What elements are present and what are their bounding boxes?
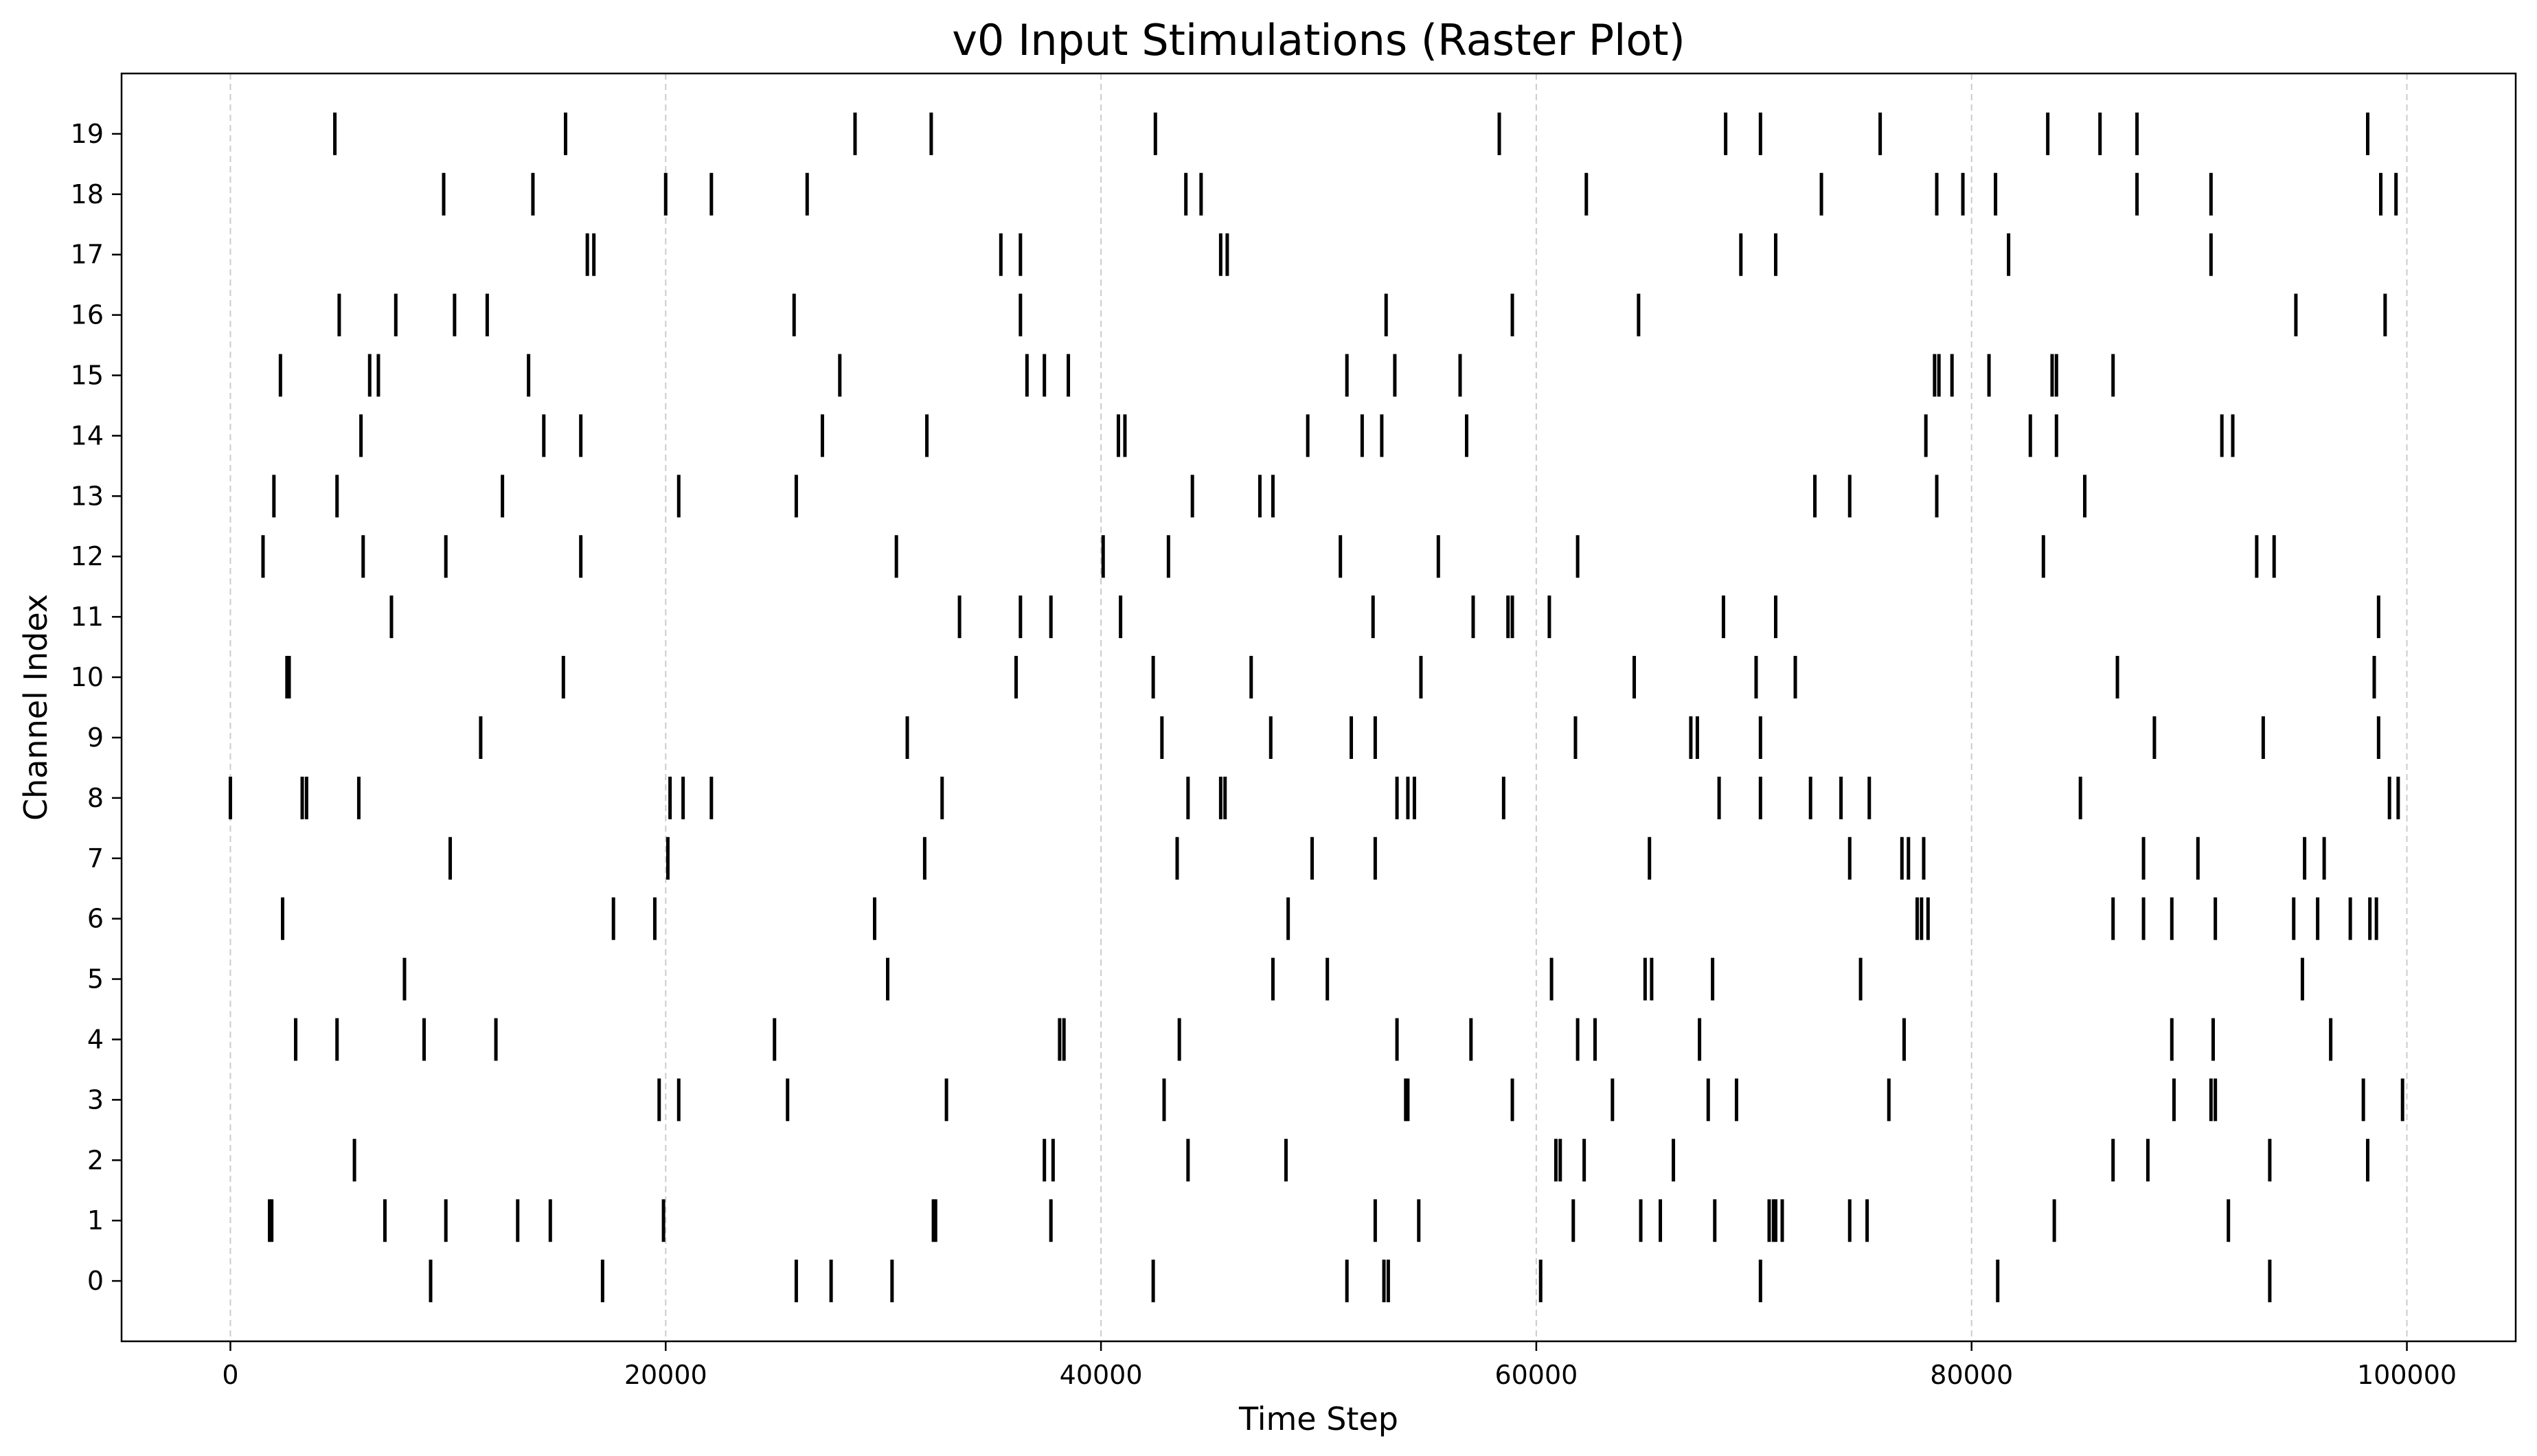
plot-area <box>122 73 2516 1341</box>
y-tick-label: 11 <box>71 602 104 632</box>
x-grid-lines <box>229 73 2408 1341</box>
plot-frame <box>120 72 2517 1343</box>
x-tick-label: 20000 <box>624 1360 707 1390</box>
spike-events <box>228 112 2404 1303</box>
y-tick-label: 3 <box>87 1084 104 1115</box>
y-tick-label: 15 <box>71 361 104 391</box>
y-tick-label: 16 <box>71 300 104 330</box>
x-axis-label: Time Step <box>1238 1400 1398 1437</box>
y-tick-label: 8 <box>87 783 104 813</box>
x-tick-label: 0 <box>222 1360 238 1390</box>
y-tick-label: 5 <box>87 964 104 994</box>
y-tick-label: 2 <box>87 1145 104 1175</box>
x-tick-label: 100000 <box>2357 1360 2457 1390</box>
y-tick-label: 4 <box>87 1024 104 1054</box>
y-tick-label: 0 <box>87 1266 104 1296</box>
y-tick-label: 17 <box>71 240 104 270</box>
y-tick-label: 13 <box>71 481 104 511</box>
y-tick-label: 6 <box>87 904 104 934</box>
y-tick-label: 7 <box>87 843 104 874</box>
y-tick-label: 19 <box>71 119 104 149</box>
y-tick-label: 18 <box>71 179 104 209</box>
y-tick-label: 10 <box>71 662 104 692</box>
chart-title: v0 Input Stimulations (Raster Plot) <box>952 15 1685 65</box>
x-tick-label: 40000 <box>1060 1360 1143 1390</box>
x-tick-label: 80000 <box>1930 1360 2013 1390</box>
y-tick-label: 1 <box>87 1205 104 1236</box>
y-tick-label: 9 <box>87 723 104 753</box>
x-axis-ticks: 0 20000 40000 60000 80000 100000 <box>222 1341 2457 1390</box>
x-tick-label: 60000 <box>1494 1360 1578 1390</box>
y-axis-label: Channel Index <box>17 594 54 821</box>
y-tick-label: 14 <box>71 420 104 451</box>
y-tick-label: 12 <box>71 541 104 571</box>
